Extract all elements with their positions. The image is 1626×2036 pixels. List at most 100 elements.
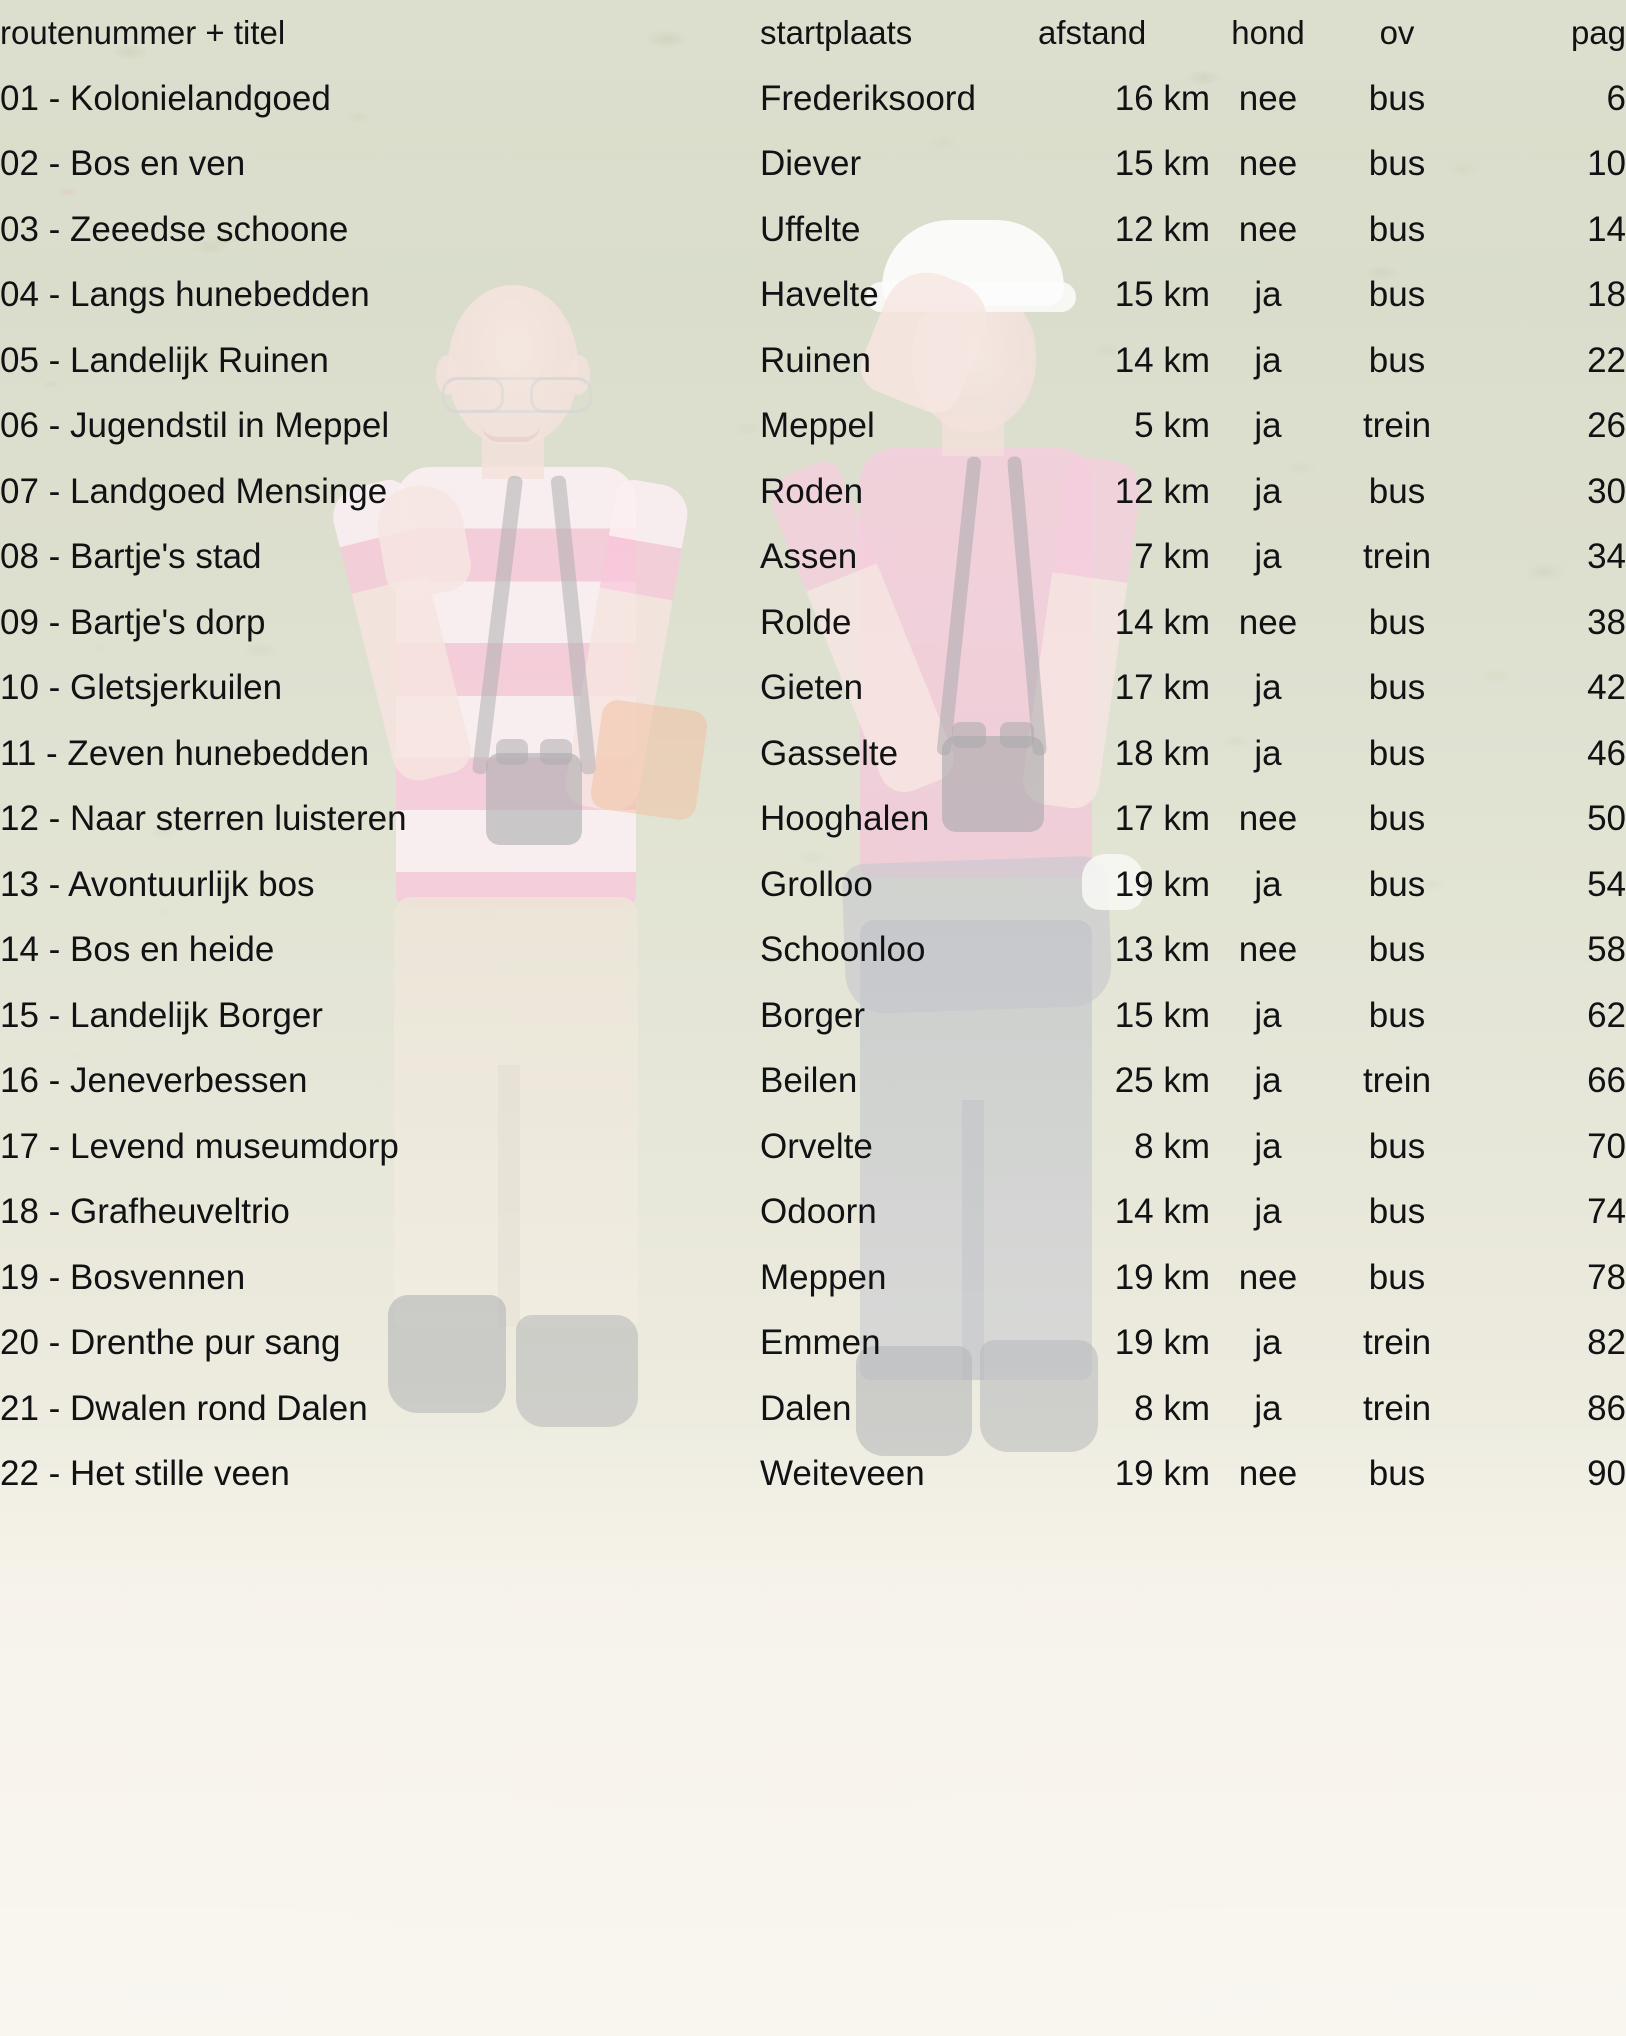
route-transit: bus — [1368, 995, 1426, 1035]
column-header-title: routenummer + titel — [0, 14, 286, 52]
route-title: 01 - Kolonielandgoed — [0, 78, 331, 118]
route-distance: 19 km — [1114, 1323, 1210, 1363]
route-page-number: 30 — [1587, 471, 1626, 511]
route-title: 09 - Bartje's dorp — [0, 602, 266, 642]
hiker-left-smile — [482, 425, 540, 442]
route-startplaats: Odoorn — [760, 1192, 877, 1232]
route-dog-allowed: nee — [1238, 602, 1298, 642]
table-row: 12 - Naar sterren luisteren Hooghalen 17 k… — [0, 786, 1626, 852]
route-title: 13 - Avontuurlijk bos — [0, 864, 315, 904]
routes-table: routenummer + titel startplaats afstand … — [0, 14, 1626, 1507]
column-header-page: pag — [1570, 14, 1626, 52]
route-dog-allowed: ja — [1254, 733, 1282, 773]
route-startplaats: Meppen — [760, 1257, 887, 1297]
table-row: 21 - Dwalen rond Dalen Dalen 8 km ja trein 86 — [0, 1376, 1626, 1442]
route-dog-allowed: ja — [1254, 864, 1282, 904]
table-row: 11 - Zeven hunebedden Gasselte 18 km ja bus 4… — [0, 721, 1626, 787]
route-title: 06 - Jugendstil in Meppel — [0, 406, 390, 446]
route-page-number: 10 — [1587, 144, 1626, 184]
route-distance: 15 km — [1114, 995, 1210, 1035]
route-startplaats: Borger — [760, 995, 866, 1035]
route-startplaats: Rolde — [760, 602, 852, 642]
route-title: 08 - Bartje's stad — [0, 537, 262, 577]
route-page-number: 14 — [1587, 209, 1626, 249]
route-startplaats: Roden — [760, 471, 864, 511]
table-row: 22 - Het stille veen Weiteveen 19 km nee bus… — [0, 1441, 1626, 1507]
route-distance: 17 km — [1114, 799, 1210, 839]
table-row: 13 - Avontuurlijk bos Grolloo 19 km ja bus 54 — [0, 852, 1626, 918]
route-distance: 8 km — [1134, 1126, 1210, 1166]
route-distance: 5 km — [1134, 406, 1210, 446]
route-page-number: 58 — [1587, 930, 1626, 970]
route-transit: bus — [1368, 275, 1426, 315]
route-page-number: 46 — [1587, 733, 1626, 773]
route-dog-allowed: ja — [1254, 1388, 1282, 1428]
route-title: 02 - Bos en ven — [0, 144, 246, 184]
route-title: 14 - Bos en heide — [0, 930, 275, 970]
route-page-number: 54 — [1587, 864, 1626, 904]
route-dog-allowed: ja — [1254, 1061, 1282, 1101]
column-header-transit: ov — [1379, 14, 1415, 52]
route-distance: 17 km — [1114, 668, 1210, 708]
route-dog-allowed: ja — [1254, 1323, 1282, 1363]
table-row: 04 - Langs hunebedden Havelte 15 km ja bus 18 — [0, 262, 1626, 328]
route-title: 19 - Bosvennen — [0, 1257, 246, 1297]
route-title: 07 - Landgoed Mensinge — [0, 471, 388, 511]
route-dog-allowed: ja — [1254, 471, 1282, 511]
route-transit: bus — [1368, 78, 1426, 118]
route-startplaats: Assen — [760, 537, 858, 577]
hiker-left-binoculars — [486, 739, 582, 845]
route-startplaats: Gasselte — [760, 733, 899, 773]
route-distance: 19 km — [1114, 1257, 1210, 1297]
route-dog-allowed: ja — [1254, 275, 1282, 315]
route-startplaats: Schoonloo — [760, 930, 926, 970]
route-startplaats: Uffelte — [760, 209, 861, 249]
route-startplaats: Grolloo — [760, 864, 873, 904]
route-distance: 12 km — [1114, 471, 1210, 511]
route-title: 22 - Het stille veen — [0, 1454, 290, 1494]
column-header-dog: hond — [1231, 14, 1305, 52]
route-page-number: 6 — [1606, 78, 1626, 118]
route-title: 11 - Zeven hunebedden — [0, 733, 370, 773]
route-transit: trein — [1362, 1061, 1432, 1101]
route-page-number: 18 — [1587, 275, 1626, 315]
route-transit: bus — [1368, 1192, 1426, 1232]
route-distance: 13 km — [1114, 930, 1210, 970]
route-title: 12 - Naar sterren luisteren — [0, 799, 407, 839]
route-distance: 19 km — [1114, 1454, 1210, 1494]
route-page-number: 38 — [1587, 602, 1626, 642]
route-title: 17 - Levend museumdorp — [0, 1126, 399, 1166]
route-transit: bus — [1368, 1454, 1426, 1494]
hiker-right-glove — [1082, 854, 1144, 910]
route-page-number: 62 — [1587, 995, 1626, 1035]
hiker-right-figure — [763, 220, 1210, 1456]
route-startplaats: Gieten — [760, 668, 864, 708]
route-distance: 14 km — [1114, 1192, 1210, 1232]
route-page-number: 82 — [1587, 1323, 1626, 1363]
route-page-number: 50 — [1587, 799, 1626, 839]
route-title: 04 - Langs hunebedden — [0, 275, 370, 315]
table-row: 02 - Bos en ven Diever 15 km nee bus 10 — [0, 131, 1626, 197]
table-row: 01 - Kolonielandgoed Frederiksoord 16 km ne… — [0, 66, 1626, 132]
route-page-number: 66 — [1587, 1061, 1626, 1101]
table-row: 17 - Levend museumdorp Orvelte 8 km ja bus 70 — [0, 1114, 1626, 1180]
route-dog-allowed: nee — [1238, 1454, 1298, 1494]
route-dog-allowed: ja — [1254, 1192, 1282, 1232]
route-page-number: 74 — [1587, 1192, 1626, 1232]
route-title: 15 - Landelijk Borger — [0, 995, 323, 1035]
column-header-start: startplaats — [760, 14, 913, 52]
route-transit: bus — [1368, 471, 1426, 511]
hiker-right-trousers — [860, 920, 1092, 1380]
route-distance: 7 km — [1134, 537, 1210, 577]
route-page-number: 78 — [1587, 1257, 1626, 1297]
sand-path — [0, 1416, 1626, 2036]
hiker-right-binoculars — [942, 722, 1044, 832]
route-transit: bus — [1368, 209, 1426, 249]
route-transit: trein — [1362, 1388, 1432, 1428]
route-transit: bus — [1368, 144, 1426, 184]
route-transit: bus — [1368, 1126, 1426, 1166]
route-transit: bus — [1368, 864, 1426, 904]
